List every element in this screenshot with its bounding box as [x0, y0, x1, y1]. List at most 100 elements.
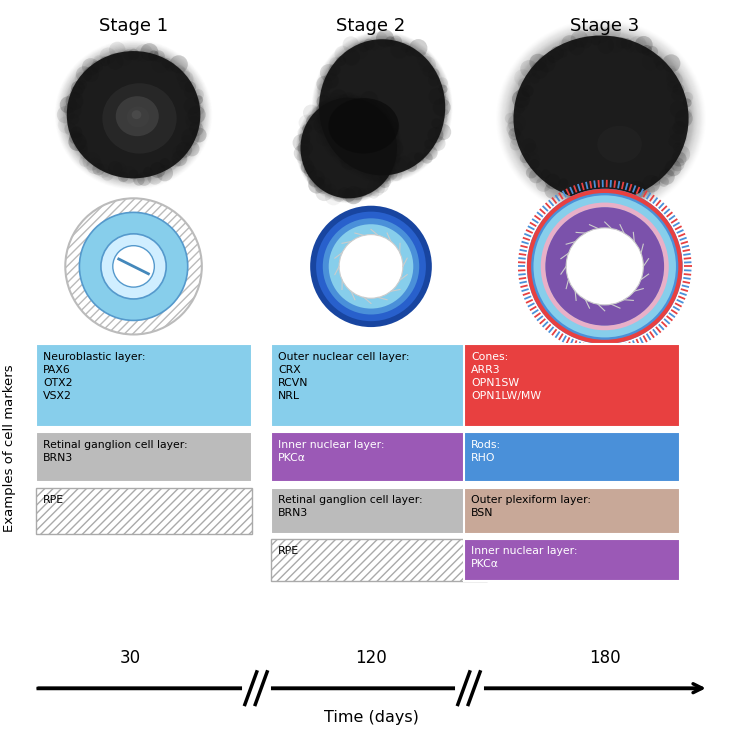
Ellipse shape — [672, 121, 686, 135]
Ellipse shape — [179, 78, 191, 90]
Text: 120: 120 — [355, 650, 387, 667]
Ellipse shape — [545, 182, 561, 199]
Ellipse shape — [68, 114, 79, 125]
Ellipse shape — [316, 104, 328, 115]
Ellipse shape — [320, 108, 329, 118]
Ellipse shape — [559, 49, 568, 58]
Text: Retinal ganglion cell layer:
BRN3: Retinal ganglion cell layer: BRN3 — [43, 440, 188, 462]
Ellipse shape — [665, 160, 681, 176]
Ellipse shape — [338, 150, 352, 164]
Ellipse shape — [573, 184, 589, 200]
FancyBboxPatch shape — [271, 432, 487, 482]
Ellipse shape — [363, 188, 372, 197]
Ellipse shape — [172, 145, 188, 161]
Ellipse shape — [329, 90, 347, 107]
Circle shape — [79, 212, 188, 320]
Ellipse shape — [667, 81, 678, 92]
Ellipse shape — [522, 152, 540, 169]
Ellipse shape — [385, 139, 404, 157]
Ellipse shape — [135, 44, 153, 62]
Ellipse shape — [134, 52, 143, 61]
Ellipse shape — [184, 141, 200, 156]
Ellipse shape — [600, 196, 614, 211]
Ellipse shape — [140, 43, 158, 61]
Ellipse shape — [626, 44, 635, 53]
Ellipse shape — [674, 110, 693, 127]
Ellipse shape — [424, 139, 434, 149]
Ellipse shape — [66, 92, 84, 110]
Ellipse shape — [162, 58, 172, 68]
Ellipse shape — [75, 72, 88, 85]
Ellipse shape — [113, 162, 127, 176]
Ellipse shape — [424, 146, 438, 160]
Ellipse shape — [367, 100, 378, 110]
Ellipse shape — [172, 158, 181, 167]
Ellipse shape — [352, 42, 368, 59]
Ellipse shape — [659, 177, 669, 186]
Text: Inner nuclear layer:
PKCα: Inner nuclear layer: PKCα — [278, 440, 385, 462]
Ellipse shape — [428, 68, 439, 80]
Ellipse shape — [83, 67, 99, 82]
Ellipse shape — [514, 69, 531, 87]
Ellipse shape — [541, 169, 551, 179]
FancyBboxPatch shape — [464, 344, 680, 427]
Ellipse shape — [338, 94, 349, 104]
Ellipse shape — [363, 38, 375, 50]
Text: Outer nuclear cell layer:
CRX
RCVN
NRL: Outer nuclear cell layer: CRX RCVN NRL — [278, 352, 410, 401]
Ellipse shape — [143, 166, 153, 177]
Ellipse shape — [673, 146, 690, 163]
Wedge shape — [312, 208, 376, 324]
Ellipse shape — [184, 87, 196, 98]
Ellipse shape — [148, 169, 162, 185]
Ellipse shape — [672, 130, 687, 145]
Ellipse shape — [526, 167, 537, 178]
Ellipse shape — [328, 98, 399, 154]
Ellipse shape — [116, 50, 132, 66]
Circle shape — [113, 246, 154, 287]
Ellipse shape — [380, 114, 392, 126]
Ellipse shape — [298, 127, 309, 138]
Ellipse shape — [405, 47, 415, 56]
Ellipse shape — [68, 132, 87, 151]
Ellipse shape — [628, 181, 646, 199]
Ellipse shape — [370, 32, 388, 50]
Ellipse shape — [174, 65, 186, 75]
Ellipse shape — [419, 56, 436, 73]
Ellipse shape — [584, 31, 597, 44]
Circle shape — [533, 195, 676, 337]
Ellipse shape — [119, 166, 137, 184]
Ellipse shape — [545, 173, 561, 189]
Ellipse shape — [308, 176, 326, 194]
Ellipse shape — [422, 65, 434, 77]
Ellipse shape — [643, 184, 655, 196]
Text: Inner nuclear layer:
PKCα: Inner nuclear layer: PKCα — [471, 546, 578, 569]
Ellipse shape — [137, 172, 151, 186]
Ellipse shape — [93, 56, 105, 67]
Ellipse shape — [183, 97, 201, 115]
Ellipse shape — [185, 112, 200, 127]
Ellipse shape — [369, 101, 384, 116]
Ellipse shape — [597, 126, 642, 163]
Ellipse shape — [529, 54, 547, 71]
Ellipse shape — [545, 55, 554, 64]
Ellipse shape — [597, 37, 614, 54]
Ellipse shape — [529, 169, 543, 184]
Circle shape — [310, 206, 432, 327]
Ellipse shape — [107, 53, 124, 70]
Ellipse shape — [569, 39, 585, 56]
Ellipse shape — [343, 36, 359, 53]
Ellipse shape — [128, 49, 139, 60]
Ellipse shape — [176, 141, 192, 158]
Ellipse shape — [515, 97, 528, 111]
Ellipse shape — [303, 158, 312, 166]
Text: Rods:
RHO: Rods: RHO — [471, 440, 502, 462]
Ellipse shape — [642, 53, 660, 70]
Ellipse shape — [325, 188, 342, 205]
Ellipse shape — [303, 104, 319, 121]
Ellipse shape — [297, 152, 309, 164]
Ellipse shape — [329, 144, 343, 157]
Ellipse shape — [341, 152, 358, 170]
Text: Outer plexiform layer:
BSN: Outer plexiform layer: BSN — [471, 495, 591, 518]
Ellipse shape — [559, 39, 571, 53]
Ellipse shape — [128, 169, 139, 179]
